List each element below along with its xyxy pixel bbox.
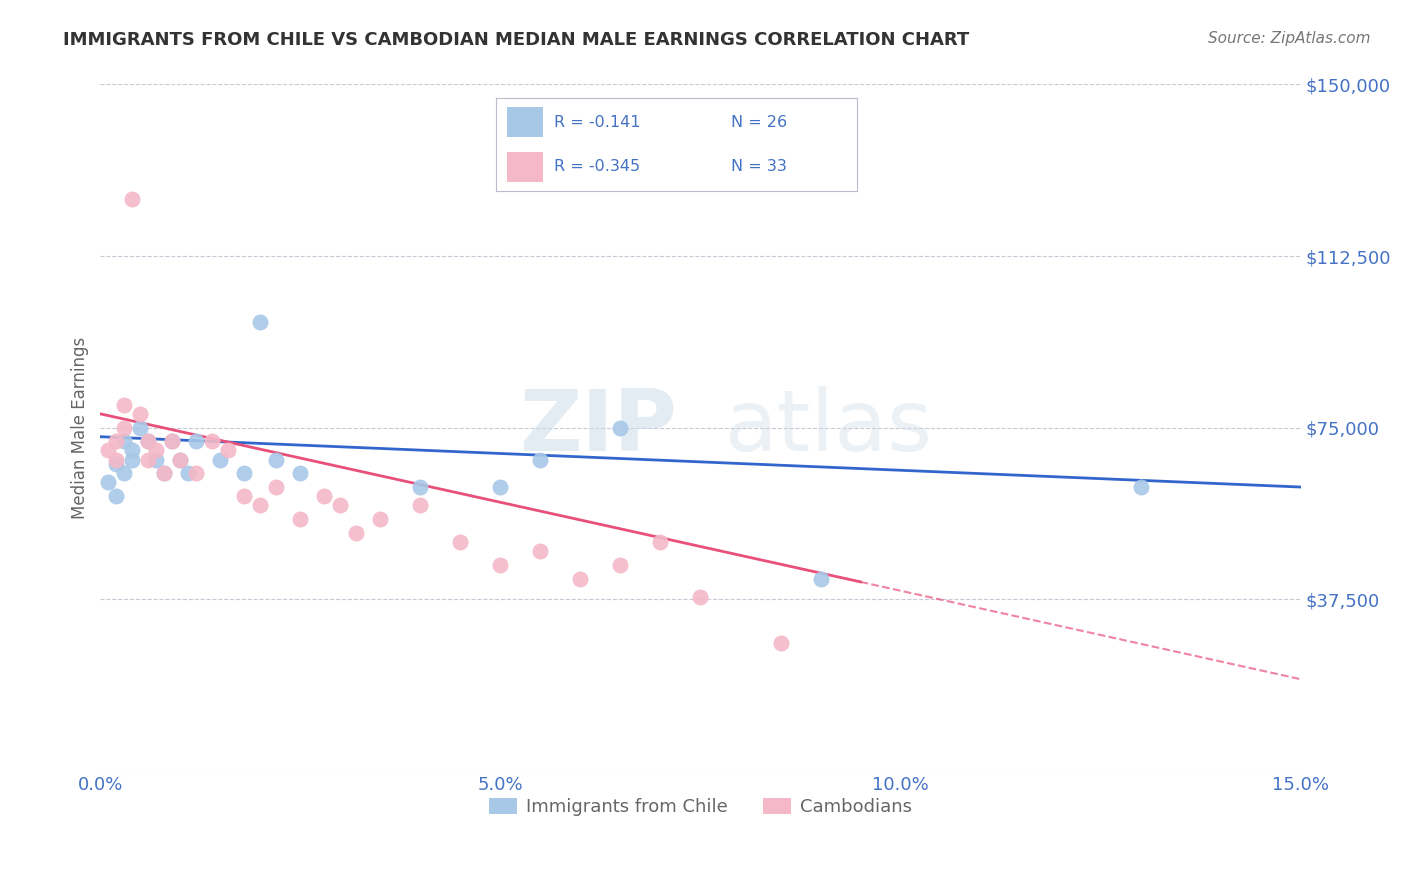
Point bbox=[314, 489, 336, 503]
Point bbox=[344, 525, 367, 540]
Point bbox=[810, 572, 832, 586]
Point bbox=[217, 443, 239, 458]
Point bbox=[145, 443, 167, 458]
Point bbox=[112, 467, 135, 481]
Point bbox=[249, 315, 271, 329]
Text: IMMIGRANTS FROM CHILE VS CAMBODIAN MEDIAN MALE EARNINGS CORRELATION CHART: IMMIGRANTS FROM CHILE VS CAMBODIAN MEDIA… bbox=[63, 31, 970, 49]
Point bbox=[249, 499, 271, 513]
Point bbox=[529, 452, 551, 467]
Point bbox=[290, 467, 312, 481]
Point bbox=[97, 443, 120, 458]
Point bbox=[129, 407, 152, 421]
Point bbox=[209, 452, 232, 467]
Point bbox=[169, 452, 191, 467]
Point bbox=[153, 467, 176, 481]
Point bbox=[233, 467, 256, 481]
Point bbox=[112, 398, 135, 412]
Point bbox=[105, 434, 128, 449]
Point bbox=[138, 434, 160, 449]
Point bbox=[162, 434, 184, 449]
Point bbox=[105, 452, 128, 467]
Point bbox=[186, 467, 208, 481]
Point bbox=[112, 420, 135, 434]
Point bbox=[138, 452, 160, 467]
Point bbox=[129, 420, 152, 434]
Point bbox=[569, 572, 592, 586]
Point bbox=[689, 590, 711, 604]
Point bbox=[489, 480, 512, 494]
Point bbox=[121, 443, 143, 458]
Point bbox=[769, 635, 792, 649]
Point bbox=[201, 434, 224, 449]
Point bbox=[105, 457, 128, 471]
Point bbox=[153, 467, 176, 481]
Point bbox=[529, 544, 551, 558]
Point bbox=[329, 499, 352, 513]
Point bbox=[409, 499, 432, 513]
Point bbox=[121, 192, 143, 206]
Point bbox=[162, 434, 184, 449]
Point bbox=[449, 535, 471, 549]
Point bbox=[266, 452, 288, 467]
Point bbox=[112, 434, 135, 449]
Text: Source: ZipAtlas.com: Source: ZipAtlas.com bbox=[1208, 31, 1371, 46]
Point bbox=[169, 452, 191, 467]
Point bbox=[290, 512, 312, 526]
Point bbox=[1129, 480, 1152, 494]
Point bbox=[409, 480, 432, 494]
Point bbox=[97, 475, 120, 490]
Text: ZIP: ZIP bbox=[519, 386, 676, 469]
Point bbox=[266, 480, 288, 494]
Point bbox=[233, 489, 256, 503]
Point bbox=[609, 558, 631, 572]
Legend: Immigrants from Chile, Cambodians: Immigrants from Chile, Cambodians bbox=[482, 790, 918, 823]
Point bbox=[138, 434, 160, 449]
Point bbox=[489, 558, 512, 572]
Point bbox=[186, 434, 208, 449]
Point bbox=[609, 420, 631, 434]
Point bbox=[105, 489, 128, 503]
Point bbox=[177, 467, 200, 481]
Point bbox=[650, 535, 672, 549]
Point bbox=[370, 512, 392, 526]
Point bbox=[145, 452, 167, 467]
Text: atlas: atlas bbox=[724, 386, 932, 469]
Y-axis label: Median Male Earnings: Median Male Earnings bbox=[72, 336, 89, 518]
Point bbox=[121, 452, 143, 467]
